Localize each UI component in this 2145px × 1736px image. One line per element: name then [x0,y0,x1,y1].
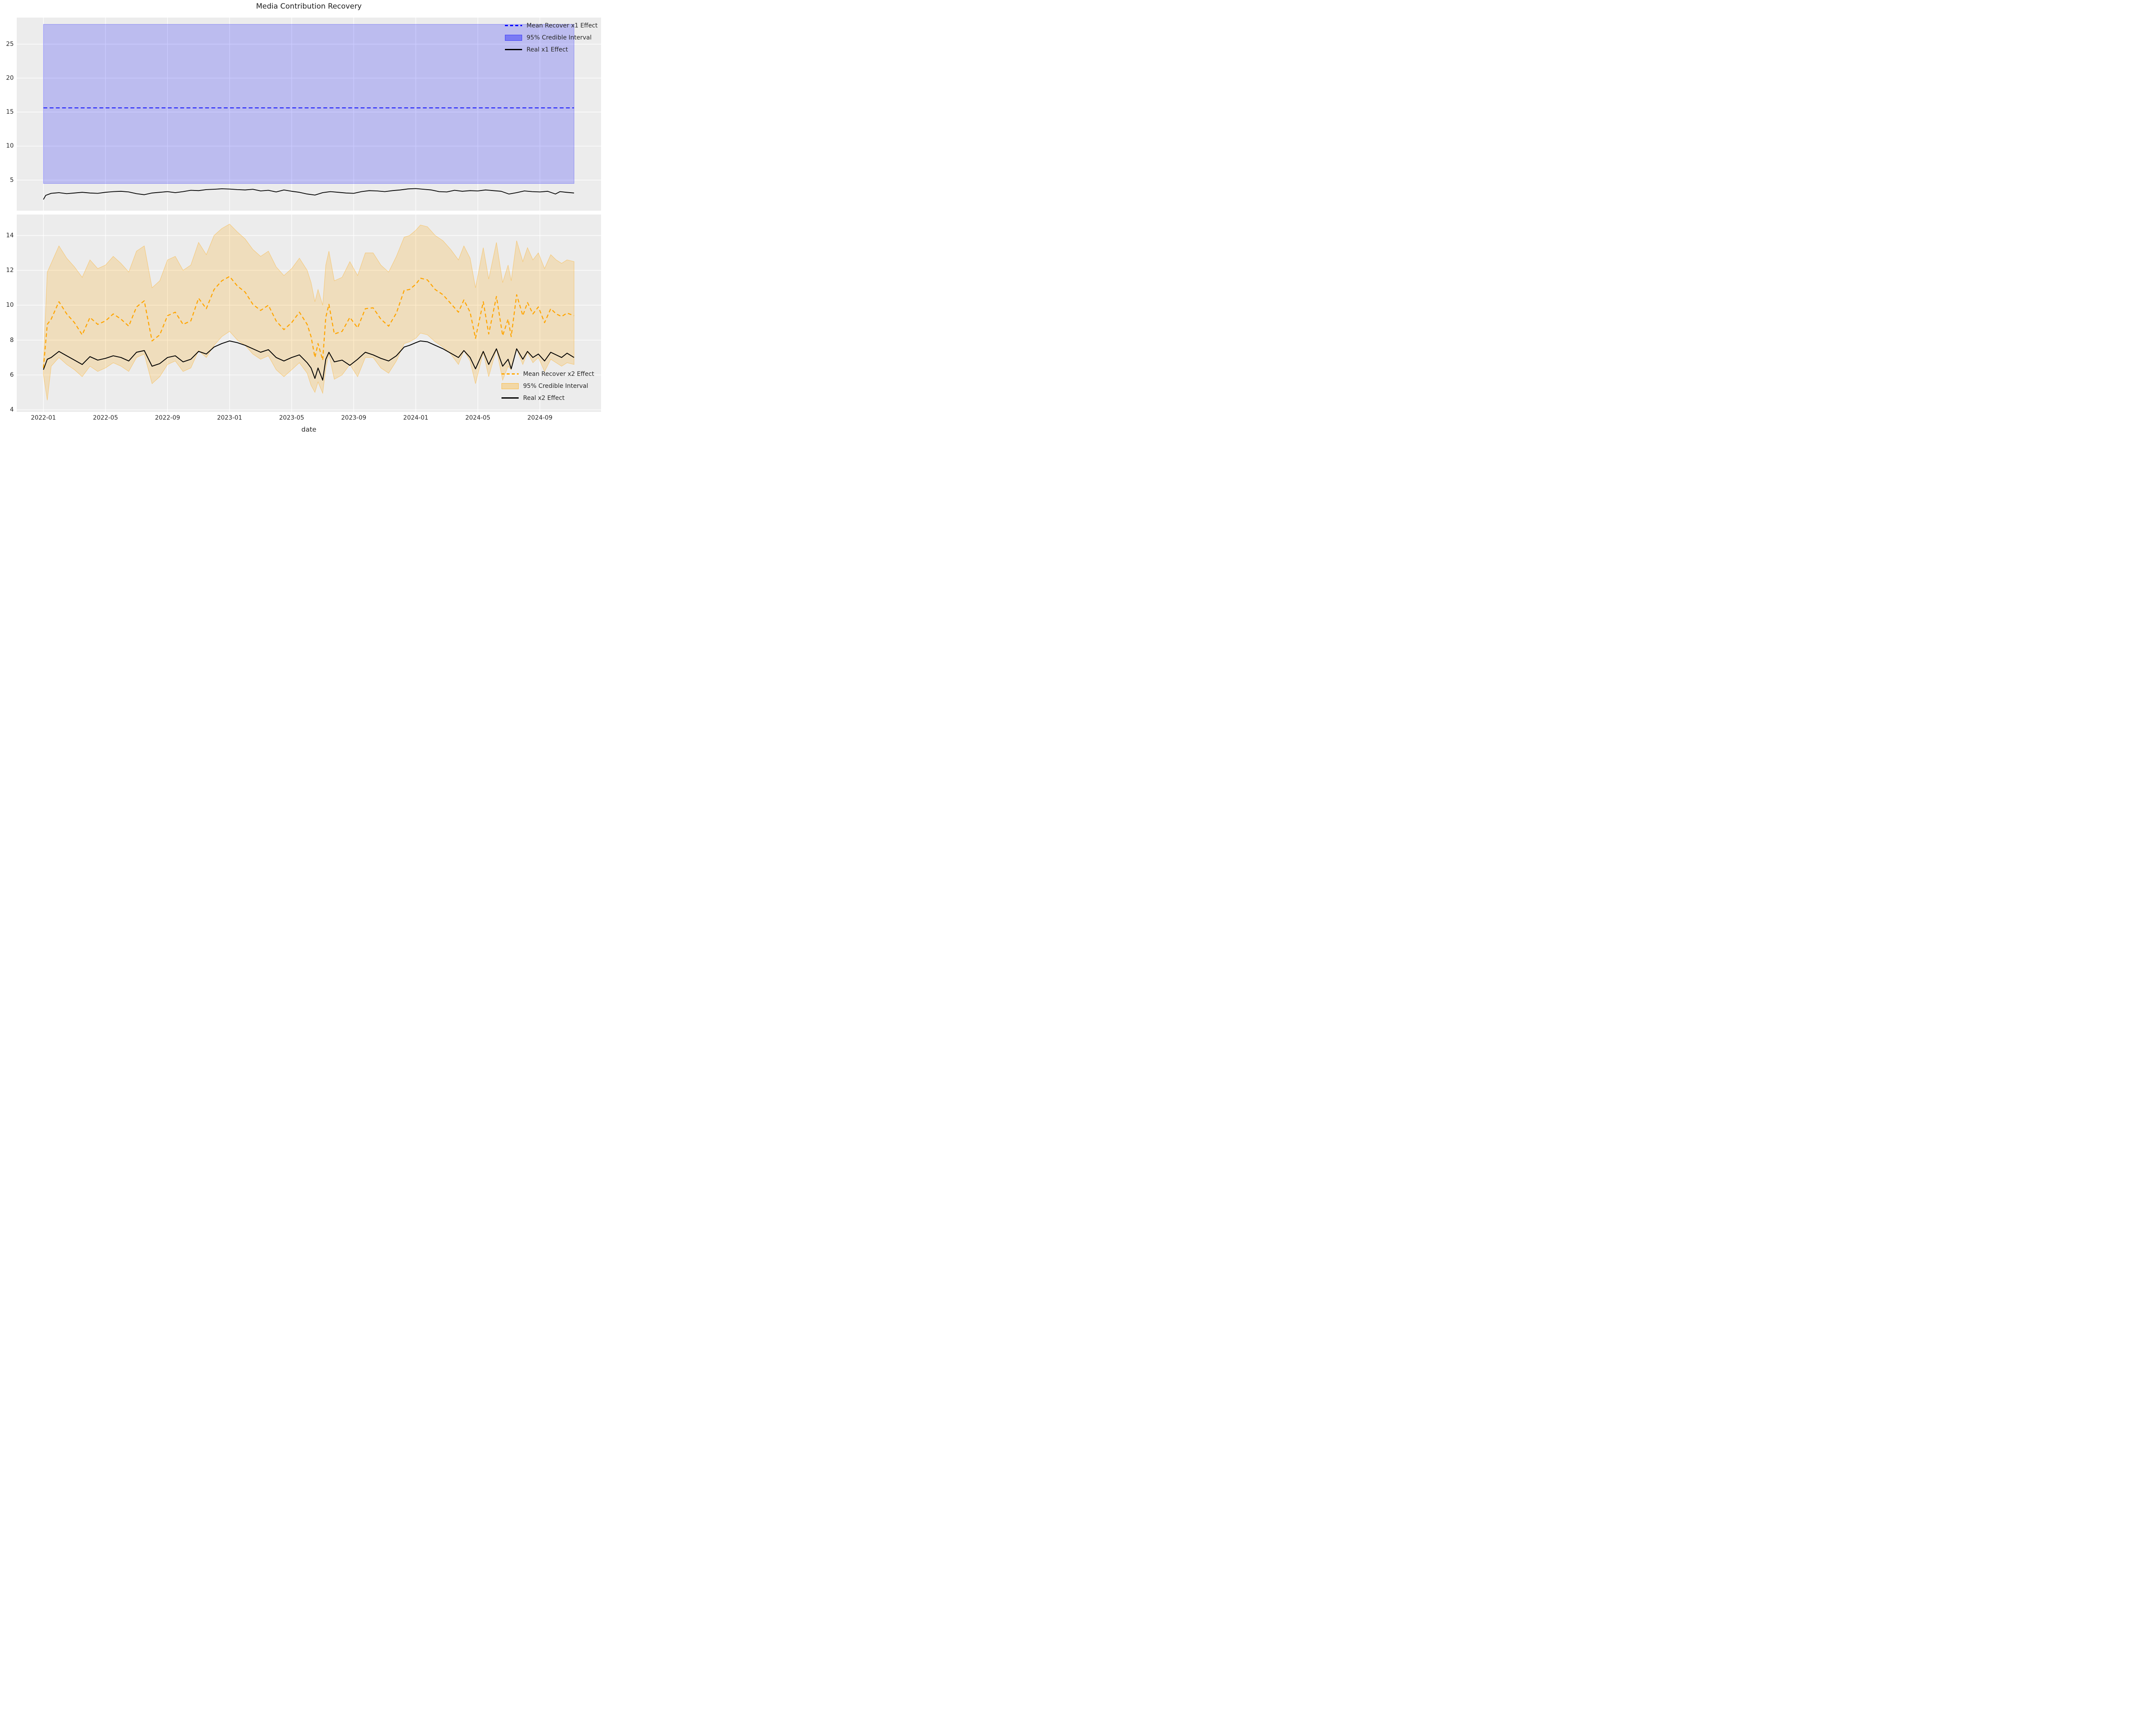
solid-line-swatch-icon [502,397,519,399]
x2-legend: Mean Recover x2 Effect 95% Credible Inter… [502,369,594,402]
x-tick-label: 2023-09 [341,414,366,421]
x-tick-label: 2022-09 [155,414,180,421]
legend-label: Mean Recover x2 Effect [523,370,594,378]
y-tick-label: 5 [10,176,14,184]
Real x1 Effect [43,188,574,200]
legend-label: Mean Recover x1 Effect [526,22,598,29]
legend-label: Real x2 Effect [523,394,565,402]
dashed-line-swatch-icon [502,373,519,375]
legend-entry: Real x2 Effect [502,393,594,402]
x-tick-label: 2024-05 [465,414,491,421]
interval-patch-swatch-icon [505,34,523,41]
x-tick-label: 2023-01 [217,414,242,421]
top-axes-x1-effect: Mean Recover x1 Effect 95% Credible Inter… [17,18,601,211]
y-tick-label: 15 [6,109,14,116]
solid-line-swatch-icon [505,49,523,50]
y-tick-label: 6 [10,371,14,378]
Mean Recover x2 Effect [43,276,574,368]
x-axis-label: date [301,426,317,433]
y-tick-label: 8 [10,336,14,344]
x-tick-label: 2022-01 [30,414,56,421]
y-tick-label: 10 [6,142,14,150]
legend-entry: Real x1 Effect [505,45,598,54]
legend-entry: Mean Recover x1 Effect [505,21,598,30]
Real x2 Effect [43,340,574,381]
y-tick-label: 12 [6,267,14,274]
x1-plot-canvas [17,18,601,211]
chart-title: Media Contribution Recovery [256,2,362,11]
x-tick-label: 2024-01 [403,414,429,421]
legend-label: 95% Credible Interval [523,382,589,390]
credible-interval-band [43,224,574,400]
x-tick-label: 2024-09 [527,414,553,421]
x-tick-label: 2022-05 [93,414,118,421]
x-tick-label: 2023-05 [279,414,305,421]
legend-label: Real x1 Effect [526,46,568,53]
y-tick-label: 25 [6,40,14,48]
figure: Media Contribution Recovery Mean Recover… [0,0,606,434]
legend-entry: Mean Recover x2 Effect [502,369,594,378]
bottom-axes-x2-effect: Mean Recover x2 Effect 95% Credible Inter… [17,215,601,412]
y-tick-label: 20 [6,75,14,82]
y-tick-label: 10 [6,302,14,309]
y-tick-label: 14 [6,232,14,239]
legend-entry: 95% Credible Interval [502,381,594,390]
x1-legend: Mean Recover x1 Effect 95% Credible Inter… [505,21,598,54]
dashed-line-swatch-icon [505,25,523,26]
y-tick-label: 4 [10,406,14,414]
legend-label: 95% Credible Interval [526,34,592,41]
interval-patch-swatch-icon [502,383,519,389]
x2-plot-canvas [17,215,601,412]
legend-entry: 95% Credible Interval [505,33,598,42]
credible-interval-band [43,24,574,184]
